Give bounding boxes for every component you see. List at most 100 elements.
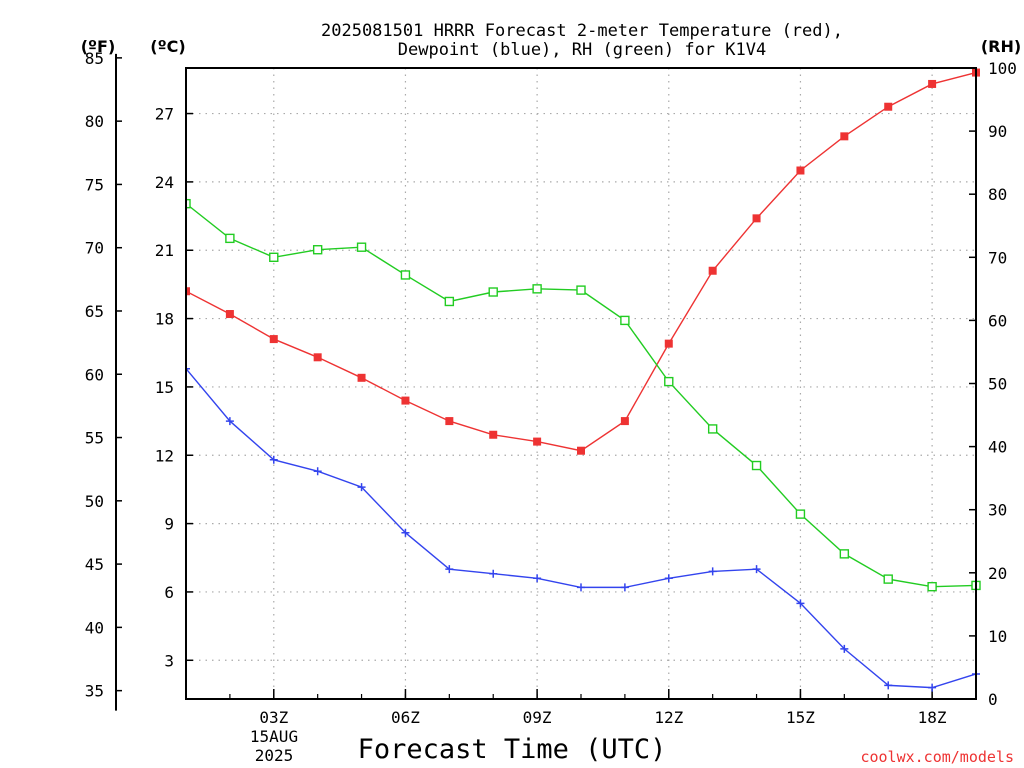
dewpoint-point (269, 455, 278, 464)
grid-lines (186, 68, 976, 699)
rh-point (576, 285, 586, 295)
rh-point (620, 315, 630, 326)
rh-tick-label: 60 (988, 311, 1007, 330)
rh-tick-label: 30 (988, 501, 1007, 520)
x-tick-label: 06Z (391, 708, 420, 727)
rh-tick-label: 90 (988, 122, 1007, 141)
dewpoint-line (186, 368, 977, 689)
dewpoint-point (225, 417, 234, 426)
celsius-tick-label: 12 (155, 446, 174, 465)
rh-tick-label: 100 (988, 59, 1017, 78)
dewpoint-point (796, 599, 805, 608)
dewpoint-point (752, 565, 761, 574)
fahrenheit-tick-label: 45 (85, 555, 104, 574)
rh-tick-label: 40 (988, 438, 1007, 457)
temperature-point (445, 417, 454, 426)
rh-point (488, 287, 498, 297)
fahrenheit-tick-label: 60 (85, 365, 104, 384)
temperature-point (357, 373, 366, 382)
celsius-tick-label: 9 (164, 515, 174, 534)
x-tick-label: 18Z (918, 708, 947, 727)
fahrenheit-tick-label: 35 (85, 682, 104, 701)
celsius-tick-label: 6 (164, 583, 174, 602)
rh-point (751, 460, 762, 471)
dewpoint-point (489, 569, 498, 578)
dewpoint-point (357, 483, 366, 492)
celsius-tick-label: 27 (155, 105, 174, 124)
rh-point (795, 509, 806, 519)
temperature-point (620, 417, 629, 426)
x-tick-label: 12Z (654, 708, 683, 727)
dewpoint-point (445, 565, 454, 574)
series-layer (186, 68, 981, 692)
dewpoint-point (533, 574, 542, 583)
rh-point (532, 284, 542, 294)
watermark: coolwx.com/models (860, 748, 1014, 766)
temperature-point (489, 430, 498, 439)
fahrenheit-tick-label: 75 (85, 175, 104, 194)
x-axis: 03Z 06Z 09Z 12Z 15Z 18Z (185, 689, 977, 727)
x-tick-label: 09Z (523, 708, 552, 727)
chart-title: 2025081501 HRRR Forecast 2-meter Tempera… (321, 21, 843, 41)
rh-point (225, 233, 235, 244)
fahrenheit-tick-label: 70 (85, 239, 104, 258)
celsius-axis: 3 6 9 12 15 18 21 24 27 (155, 105, 193, 670)
temperature-point (752, 214, 761, 223)
rh-point (400, 270, 411, 280)
dewpoint-point (884, 681, 893, 690)
temperature-point (884, 102, 893, 111)
temperature-point (533, 437, 542, 446)
dewpoint-point (928, 683, 937, 692)
x-axis-title: Forecast Time (UTC) (358, 734, 667, 765)
rh-point (312, 245, 323, 255)
rh-point (269, 252, 279, 263)
celsius-tick-label: 18 (155, 310, 174, 329)
rh-tick-label: 0 (988, 690, 998, 709)
temperature-point (928, 79, 937, 88)
temperature-point (269, 335, 278, 344)
temperature-point (796, 166, 805, 175)
fahrenheit-tick-label: 80 (85, 112, 104, 131)
dewpoint-point (620, 583, 629, 592)
celsius-tick-label: 24 (155, 173, 174, 192)
fahrenheit-axis: 35 40 45 50 55 60 65 70 75 80 85 (85, 49, 122, 711)
rh-tick-label: 10 (988, 627, 1007, 646)
dewpoint-point (313, 467, 322, 476)
fahrenheit-tick-label: 55 (85, 429, 104, 448)
fahrenheit-tick-label: 85 (85, 49, 104, 68)
fahrenheit-tick-label: 50 (85, 492, 104, 511)
celsius-tick-label: 3 (164, 651, 174, 670)
x-tick-label: 03Z (259, 708, 288, 727)
dewpoint-point (401, 528, 410, 537)
celsius-tick-label: 21 (155, 241, 174, 260)
rh-point (707, 424, 718, 434)
rh-series (186, 198, 981, 592)
fahrenheit-tick-label: 65 (85, 302, 104, 321)
rh-tick-label: 20 (988, 564, 1007, 583)
dewpoint-point (708, 567, 717, 576)
rh-tick-label: 80 (988, 185, 1007, 204)
rh-point (664, 376, 674, 387)
temperature-line (186, 71, 977, 452)
temperature-point (664, 339, 673, 348)
rh-point (883, 574, 893, 584)
dewpoint-point (577, 583, 585, 592)
date-label-year: 2025 (255, 746, 294, 765)
rh-point (186, 198, 191, 209)
fahrenheit-unit-label: (ºF) (81, 37, 116, 56)
dewpoint-point (840, 644, 849, 653)
rh-point (356, 242, 367, 252)
fahrenheit-tick-label: 40 (85, 618, 104, 637)
rh-tick-label: 50 (988, 375, 1007, 394)
temperature-point (401, 396, 410, 405)
rh-point (839, 549, 850, 559)
dewpoint-point (186, 364, 190, 373)
temperature-point (225, 310, 234, 319)
rh-point (444, 296, 455, 307)
temperature-series (186, 68, 980, 455)
plot-frame (185, 67, 977, 700)
rh-unit-label: (RH) (981, 37, 1021, 56)
rh-axis: 0 10 20 30 40 50 60 70 80 90 100 (969, 59, 1017, 709)
dewpoint-series (186, 364, 980, 692)
